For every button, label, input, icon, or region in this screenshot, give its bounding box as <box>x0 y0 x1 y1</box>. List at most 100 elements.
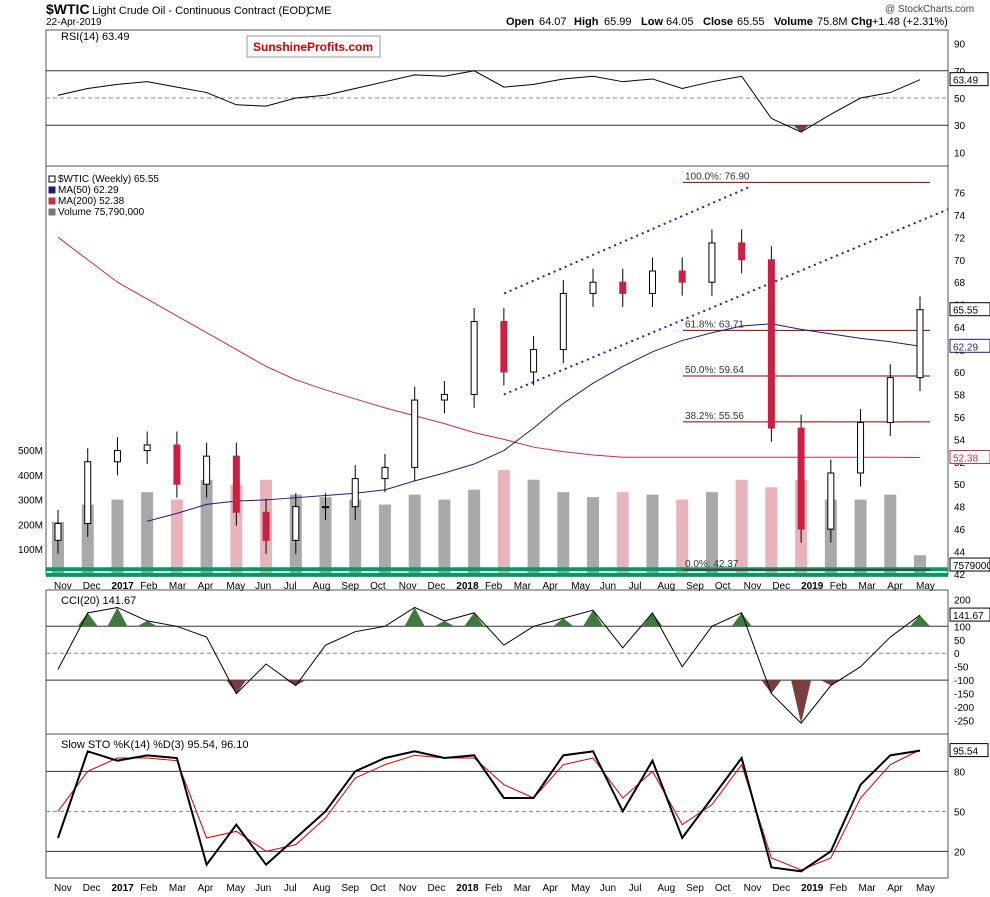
x-tick-label: Mar <box>514 883 532 894</box>
x-tick-label: Sep <box>341 581 359 592</box>
cci-overbought-fill <box>642 612 663 627</box>
volume-bar <box>587 497 600 574</box>
cci-tick-label: -250 <box>954 717 974 728</box>
cci-overbought-fill <box>137 620 158 627</box>
price-value-label: 62.29 <box>953 342 978 353</box>
channel-upper-line <box>503 185 751 295</box>
x-tick-label: Apr <box>887 581 903 592</box>
candle-body <box>767 259 775 429</box>
x-tick-label: Sep <box>686 883 704 894</box>
volume-label: Volume <box>774 16 813 28</box>
candle-body <box>470 321 478 395</box>
price-tick-label: 48 <box>954 503 966 514</box>
low-value: 64.05 <box>666 16 694 28</box>
x-tick-label: Sep <box>686 581 704 592</box>
x-tick-label: Jul <box>284 581 297 592</box>
candle-body <box>232 455 240 513</box>
x-tick-label: Dec <box>772 581 790 592</box>
volume-bar <box>349 499 362 574</box>
volume-value: 75.8M <box>817 16 848 28</box>
x-tick-label: Feb <box>485 581 503 592</box>
price-tick-label: 70 <box>954 256 966 267</box>
x-tick-label: Dec <box>428 581 446 592</box>
ma50-line <box>147 323 921 522</box>
candle-body <box>173 444 181 485</box>
x-tick-label: Nov <box>744 581 762 592</box>
cci-tick-label: 50 <box>954 636 966 647</box>
sto-d-line <box>57 749 921 871</box>
volume-bar <box>497 469 510 574</box>
candle-body <box>738 242 746 261</box>
cci-last-value: 141.67 <box>953 611 984 622</box>
candle-body <box>678 270 686 283</box>
volume-bar <box>438 499 451 574</box>
x-tick-label: Mar <box>859 581 877 592</box>
price-tick-label: 56 <box>954 413 966 424</box>
fib-label: 38.2%: 55.56 <box>685 411 744 422</box>
x-tick-label: 2017 <box>111 883 134 894</box>
x-tick-label: Dec <box>428 883 446 894</box>
x-tick-label: 2018 <box>456 581 479 592</box>
x-tick-label: Oct <box>715 581 731 592</box>
ohlc-bar: Open 64.07 High 65.99 Low 64.05 Close 65… <box>506 16 948 28</box>
x-tick-label: Mar <box>169 883 187 894</box>
x-tick-label: Oct <box>370 581 386 592</box>
x-tick-label: Nov <box>54 883 72 894</box>
volume-bar <box>735 479 748 574</box>
candle-body <box>113 450 121 463</box>
x-tick-label: Feb <box>830 581 848 592</box>
support-band <box>46 567 948 572</box>
watermark: SunshineProfits.com <box>246 35 381 58</box>
price-tick-label: 72 <box>954 233 966 244</box>
cci-tick-label: -150 <box>954 690 974 701</box>
candle-body <box>84 461 92 524</box>
fib-label: 100.0%: 76.90 <box>685 171 750 182</box>
volume-bar <box>884 494 897 574</box>
cci-oversold-fill <box>761 680 782 694</box>
sto-k-line <box>57 749 921 873</box>
fib-label: 61.8%: 63.71 <box>685 319 744 330</box>
x-tick-label: Jul <box>629 581 642 592</box>
price-value-box <box>949 557 990 572</box>
symbol-title: $WTIC <box>46 1 90 17</box>
volume-bar <box>468 489 481 574</box>
price-tick-label: 64 <box>954 323 966 334</box>
channel-lower-line <box>503 208 949 396</box>
volume-tick-label: 500M <box>18 446 43 457</box>
volume-bar <box>676 499 689 574</box>
date-label: 22-Apr-2019 <box>46 17 102 28</box>
x-tick-label: Nov <box>399 883 417 894</box>
x-tick-label: Apr <box>198 581 214 592</box>
candle-body <box>411 399 419 468</box>
x-tick-label: May <box>226 581 245 592</box>
x-tick-label: Aug <box>657 883 675 894</box>
legend-entry: MA(50) 62.29 <box>58 185 119 196</box>
price-tick-label: 54 <box>954 435 966 446</box>
sto-last-value: 95.54 <box>953 747 978 758</box>
cci-overbought-fill <box>404 607 425 627</box>
x-tick-label: 2018 <box>456 883 479 894</box>
legend-swatch <box>48 197 56 205</box>
rsi-last-value: 63.49 <box>953 76 978 87</box>
candle-body <box>827 472 835 530</box>
candle-body <box>143 444 151 452</box>
cci-tick-label: -100 <box>954 676 974 687</box>
volume-bar <box>527 479 540 574</box>
x-tick-label: Dec <box>83 581 101 592</box>
candle-body <box>886 377 894 424</box>
volume-bar <box>854 499 867 574</box>
exchange-label: CME <box>307 5 331 17</box>
close-value: 65.55 <box>737 16 765 28</box>
cci-overbought-fill <box>434 620 455 627</box>
price-panel: 767472706866646260585654525048464442500M… <box>18 171 990 581</box>
candle-body <box>440 393 448 401</box>
x-tick-label: Apr <box>198 883 214 894</box>
high-value: 65.99 <box>604 16 632 28</box>
cci-tick-label: 100 <box>954 622 971 633</box>
cci-title: CCI(20) 141.67 <box>61 595 136 607</box>
x-tick-label: Jun <box>600 581 616 592</box>
volume-bar <box>408 494 421 574</box>
close-label: Close <box>703 16 733 28</box>
price-tick-label: 76 <box>954 188 966 199</box>
